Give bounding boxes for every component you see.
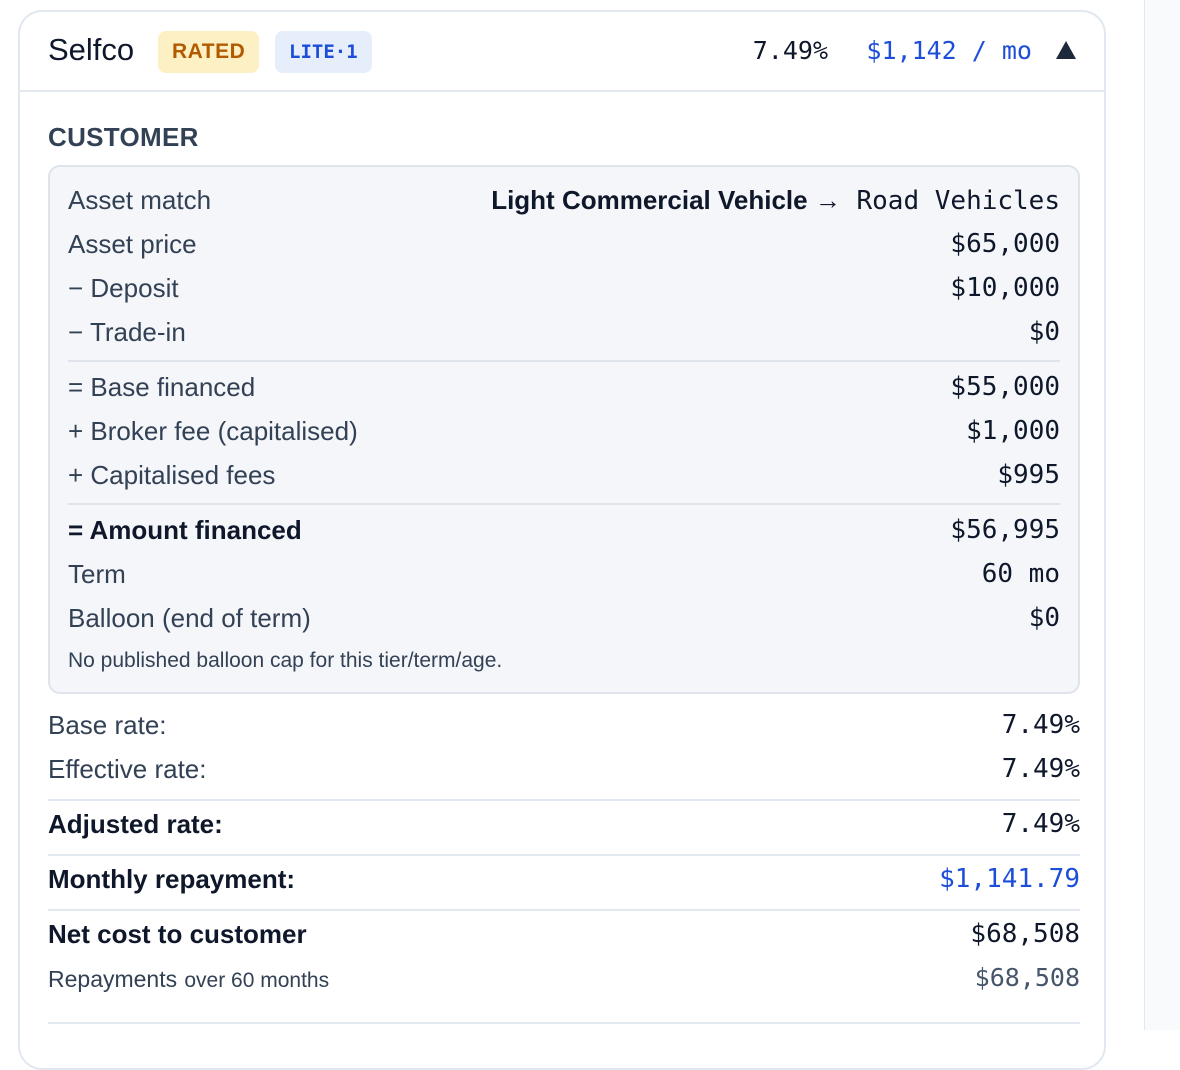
lender-card-header[interactable]: Selfco RATED LITE·1 7.49% $1,142 / mo <box>20 12 1104 92</box>
effective-rate-row: Effective rate: 7.49% <box>48 750 1080 790</box>
divider <box>48 909 1080 911</box>
capitalised-fees-row: + Capitalised fees $995 <box>68 456 1060 496</box>
asset-match-value: Light Commercial Vehicle → Road Vehicles <box>491 185 1060 216</box>
effective-rate-value: 7.49% <box>1001 754 1080 784</box>
base-financed-label: = Base financed <box>68 372 256 402</box>
term-value: 60 mo <box>981 559 1060 589</box>
deposit-row: − Deposit $10,000 <box>68 269 1060 309</box>
side-rail <box>1144 0 1180 1030</box>
base-rate-label: Base rate: <box>48 710 167 740</box>
net-cost-label: Net cost to customer <box>48 919 307 949</box>
customer-breakdown-panel: Asset match Light Commercial Vehicle → R… <box>48 165 1080 694</box>
trade-in-label: − Trade-in <box>68 317 186 347</box>
monthly-repayment-row: Monthly repayment: $1,141.79 <box>48 860 1080 900</box>
broker-fee-row: + Broker fee (capitalised) $1,000 <box>68 412 1060 452</box>
repayments-value: $68,508 <box>974 963 1080 992</box>
asset-match-row: Asset match Light Commercial Vehicle → R… <box>68 181 1060 221</box>
repayments-row: Repayments over 60 months $68,508 <box>48 959 1080 999</box>
term-row: Term 60 mo <box>68 555 1060 595</box>
tier-badge: LITE·1 <box>275 31 372 73</box>
broker-fee-value: $1,000 <box>966 416 1060 446</box>
base-rate-value: 7.49% <box>1001 710 1080 740</box>
repayments-label-detail: over 60 months <box>184 969 330 992</box>
chevron-up-triangle-icon[interactable] <box>1054 38 1078 62</box>
amount-financed-label: = Amount financed <box>68 515 302 545</box>
balloon-label: Balloon (end of term) <box>68 603 311 633</box>
trade-in-row: − Trade-in $0 <box>68 313 1060 353</box>
base-rate-row: Base rate: 7.49% <box>48 706 1080 746</box>
adjusted-rate-label: Adjusted rate: <box>48 809 223 839</box>
trade-in-value: $0 <box>1028 317 1060 347</box>
deposit-label: − Deposit <box>68 273 179 303</box>
divider <box>68 360 1060 362</box>
monthly-repayment-label: Monthly repayment: <box>48 864 296 894</box>
divider <box>68 503 1060 505</box>
header-monthly-payment: $1,142 / mo <box>866 36 1032 65</box>
divider <box>48 799 1080 801</box>
base-financed-value: $55,000 <box>950 372 1060 402</box>
asset-price-label: Asset price <box>68 229 197 259</box>
balloon-value: $0 <box>1028 603 1060 633</box>
repayments-label-main: Repayments <box>48 966 178 992</box>
effective-rate-label: Effective rate: <box>48 754 207 784</box>
lender-card: Selfco RATED LITE·1 7.49% $1,142 / mo CU… <box>18 10 1106 1070</box>
deposit-value: $10,000 <box>950 273 1060 303</box>
amount-financed-row: = Amount financed $56,995 <box>68 511 1060 551</box>
asset-price-row: Asset price $65,000 <box>68 225 1060 265</box>
asset-price-value: $65,000 <box>950 229 1060 259</box>
net-cost-row: Net cost to customer $68,508 <box>48 915 1080 955</box>
lender-name: Selfco <box>48 32 135 67</box>
adjusted-rate-row: Adjusted rate: 7.49% <box>48 805 1080 845</box>
base-financed-row: = Base financed $55,000 <box>68 368 1060 408</box>
capitalised-fees-label: + Capitalised fees <box>68 460 276 490</box>
customer-section-title: CUSTOMER <box>48 122 199 152</box>
adjusted-rate-value: 7.49% <box>1001 809 1080 839</box>
balloon-note: No published balloon cap for this tier/t… <box>68 649 503 672</box>
asset-match-group: Road Vehicles <box>856 186 1061 216</box>
header-rate: 7.49% <box>752 36 828 65</box>
asset-match-category: Light Commercial Vehicle → <box>491 185 841 215</box>
repayments-label: Repayments over 60 months <box>48 963 329 994</box>
term-label: Term <box>68 559 126 589</box>
amount-financed-value: $56,995 <box>950 515 1060 545</box>
broker-fee-label: + Broker fee (capitalised) <box>68 416 358 446</box>
rated-badge: RATED <box>158 31 260 73</box>
asset-match-label: Asset match <box>68 185 212 215</box>
monthly-repayment-value: $1,141.79 <box>939 864 1080 894</box>
net-cost-value: $68,508 <box>970 919 1080 949</box>
divider <box>48 854 1080 856</box>
divider <box>48 1022 1080 1024</box>
capitalised-fees-value: $995 <box>997 460 1060 490</box>
balloon-row: Balloon (end of term) $0 <box>68 599 1060 639</box>
